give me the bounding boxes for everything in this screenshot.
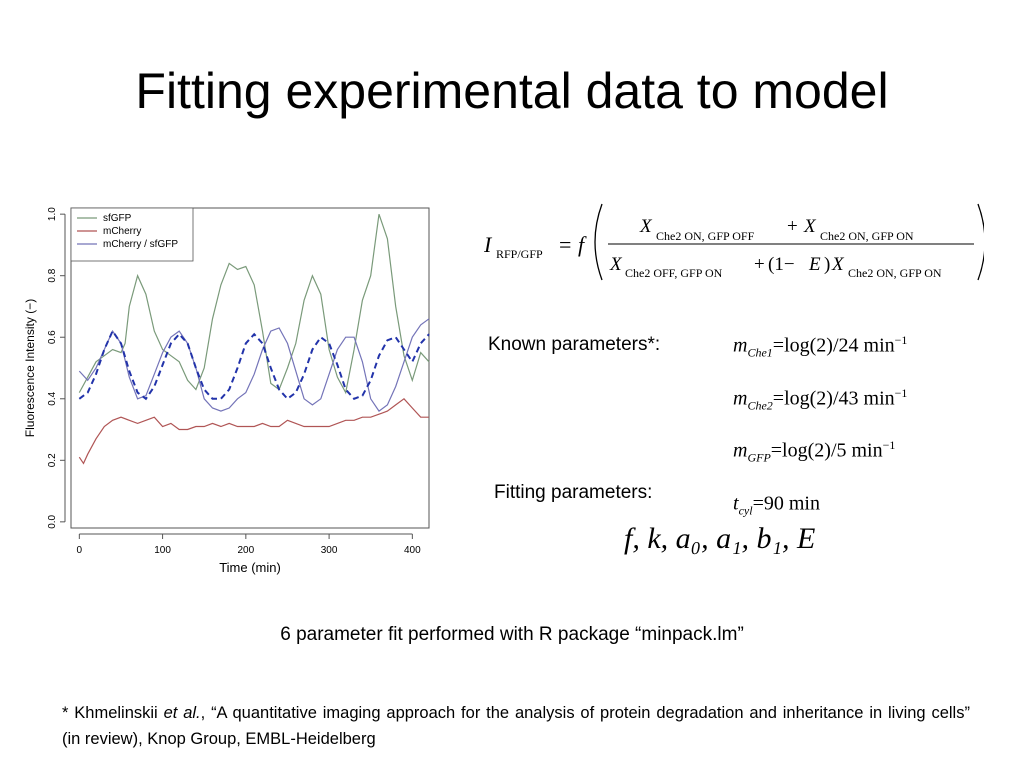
x-tick-label: 100: [154, 545, 171, 556]
known-parameter: tcyl=90 min: [733, 492, 820, 518]
denominator-plus: +: [754, 254, 765, 275]
citation-footnote: * Khmelinskii et al., “A quantitative im…: [62, 700, 970, 752]
fitting-parameters-label: Fitting parameters:: [494, 482, 653, 503]
denominator-term1-sub: Che2 OFF, GFP ON: [625, 266, 723, 280]
series-line-model-fit: [78, 329, 430, 401]
x-axis-label: Time (min): [219, 560, 281, 575]
axis-layer: 0 100 200 300 400 0.0 0.2 0.4 0.6 0.8 1.0: [47, 207, 421, 556]
footnote-et-al: et al.: [163, 704, 201, 722]
numerator-term2-var: X: [803, 216, 817, 237]
equation-right-paren: [977, 203, 984, 281]
y-tick-label: 0.4: [47, 391, 58, 405]
slide-title: Fitting experimental data to model: [135, 63, 889, 119]
known-parameter: mChe2=log(2)/43 min−1: [733, 385, 908, 413]
ratio-equation: I RFP/GFP = f X Che2 ON, GFP OFF + X Che…: [484, 203, 984, 281]
legend-entry: sfGFP: [103, 213, 132, 224]
denominator-term2-sub: Che2 ON, GFP ON: [848, 266, 942, 280]
fit-caption: 6 parameter fit performed with R package…: [280, 624, 744, 645]
known-parameter: mGFP=log(2)/5 min−1: [733, 438, 896, 465]
series-layer: [78, 214, 430, 465]
equation-func: f: [578, 232, 587, 257]
series-line: [78, 397, 429, 465]
x-tick-label: 300: [321, 545, 338, 556]
y-tick-label: 0.6: [47, 330, 58, 344]
numerator-term2-sub: Che2 ON, GFP ON: [820, 229, 914, 243]
y-tick-label: 0.0: [47, 514, 58, 528]
y-tick-label: 1.0: [47, 207, 58, 221]
equation-lhs-subscript: RFP/GFP: [496, 247, 543, 261]
y-axis-label: Fluorescence Intensity (−): [23, 299, 37, 437]
footnote-rest: , “A quantitative imaging approach for t…: [62, 704, 970, 748]
legend-box: [70, 207, 194, 262]
denominator-factor: (1−: [768, 254, 795, 275]
plot-frame: [70, 207, 430, 529]
denominator-term1-var: X: [609, 254, 623, 275]
known-parameters-label: Known parameters*:: [488, 334, 661, 355]
denominator-efficiency: E: [808, 254, 821, 275]
series-line: [78, 214, 430, 395]
numerator-term1-var: X: [639, 216, 653, 237]
y-tick-label: 0.8: [47, 268, 58, 282]
legend-entry: mCherry / sfGFP: [103, 239, 178, 250]
equation-equals: =: [559, 232, 571, 257]
known-parameters-list: mChe1=log(2)/24 min−1 mChe2=log(2)/43 mi…: [733, 320, 907, 531]
x-tick-label: 0: [77, 545, 83, 556]
footnote-prefix: * Khmelinskii: [62, 704, 164, 722]
x-tick-label: 400: [404, 545, 421, 556]
x-tick-label: 200: [237, 545, 254, 556]
chart-legend: sfGFP mCherry mCherry / sfGFP: [70, 207, 194, 262]
legend-entry: mCherry: [103, 226, 141, 237]
known-parameter: mChe1=log(2)/24 min−1: [733, 333, 908, 360]
fitting-parameters: f, k, a₀, a₁, b₁, E: [624, 522, 816, 555]
denominator-term2-var: X: [831, 254, 845, 275]
numerator-term1-sub: Che2 ON, GFP OFF: [656, 229, 755, 243]
numerator-plus: +: [787, 216, 798, 237]
equation-left-paren: [594, 203, 603, 281]
denominator-close: ): [824, 254, 830, 275]
y-tick-label: 0.2: [47, 453, 58, 467]
fluorescence-chart: 0 100 200 300 400 0.0 0.2 0.4 0.6 0.8 1.0 sfGFP mCh…: [23, 207, 430, 575]
series-line: [78, 318, 430, 412]
equation-lhs-symbol: I: [484, 232, 493, 257]
